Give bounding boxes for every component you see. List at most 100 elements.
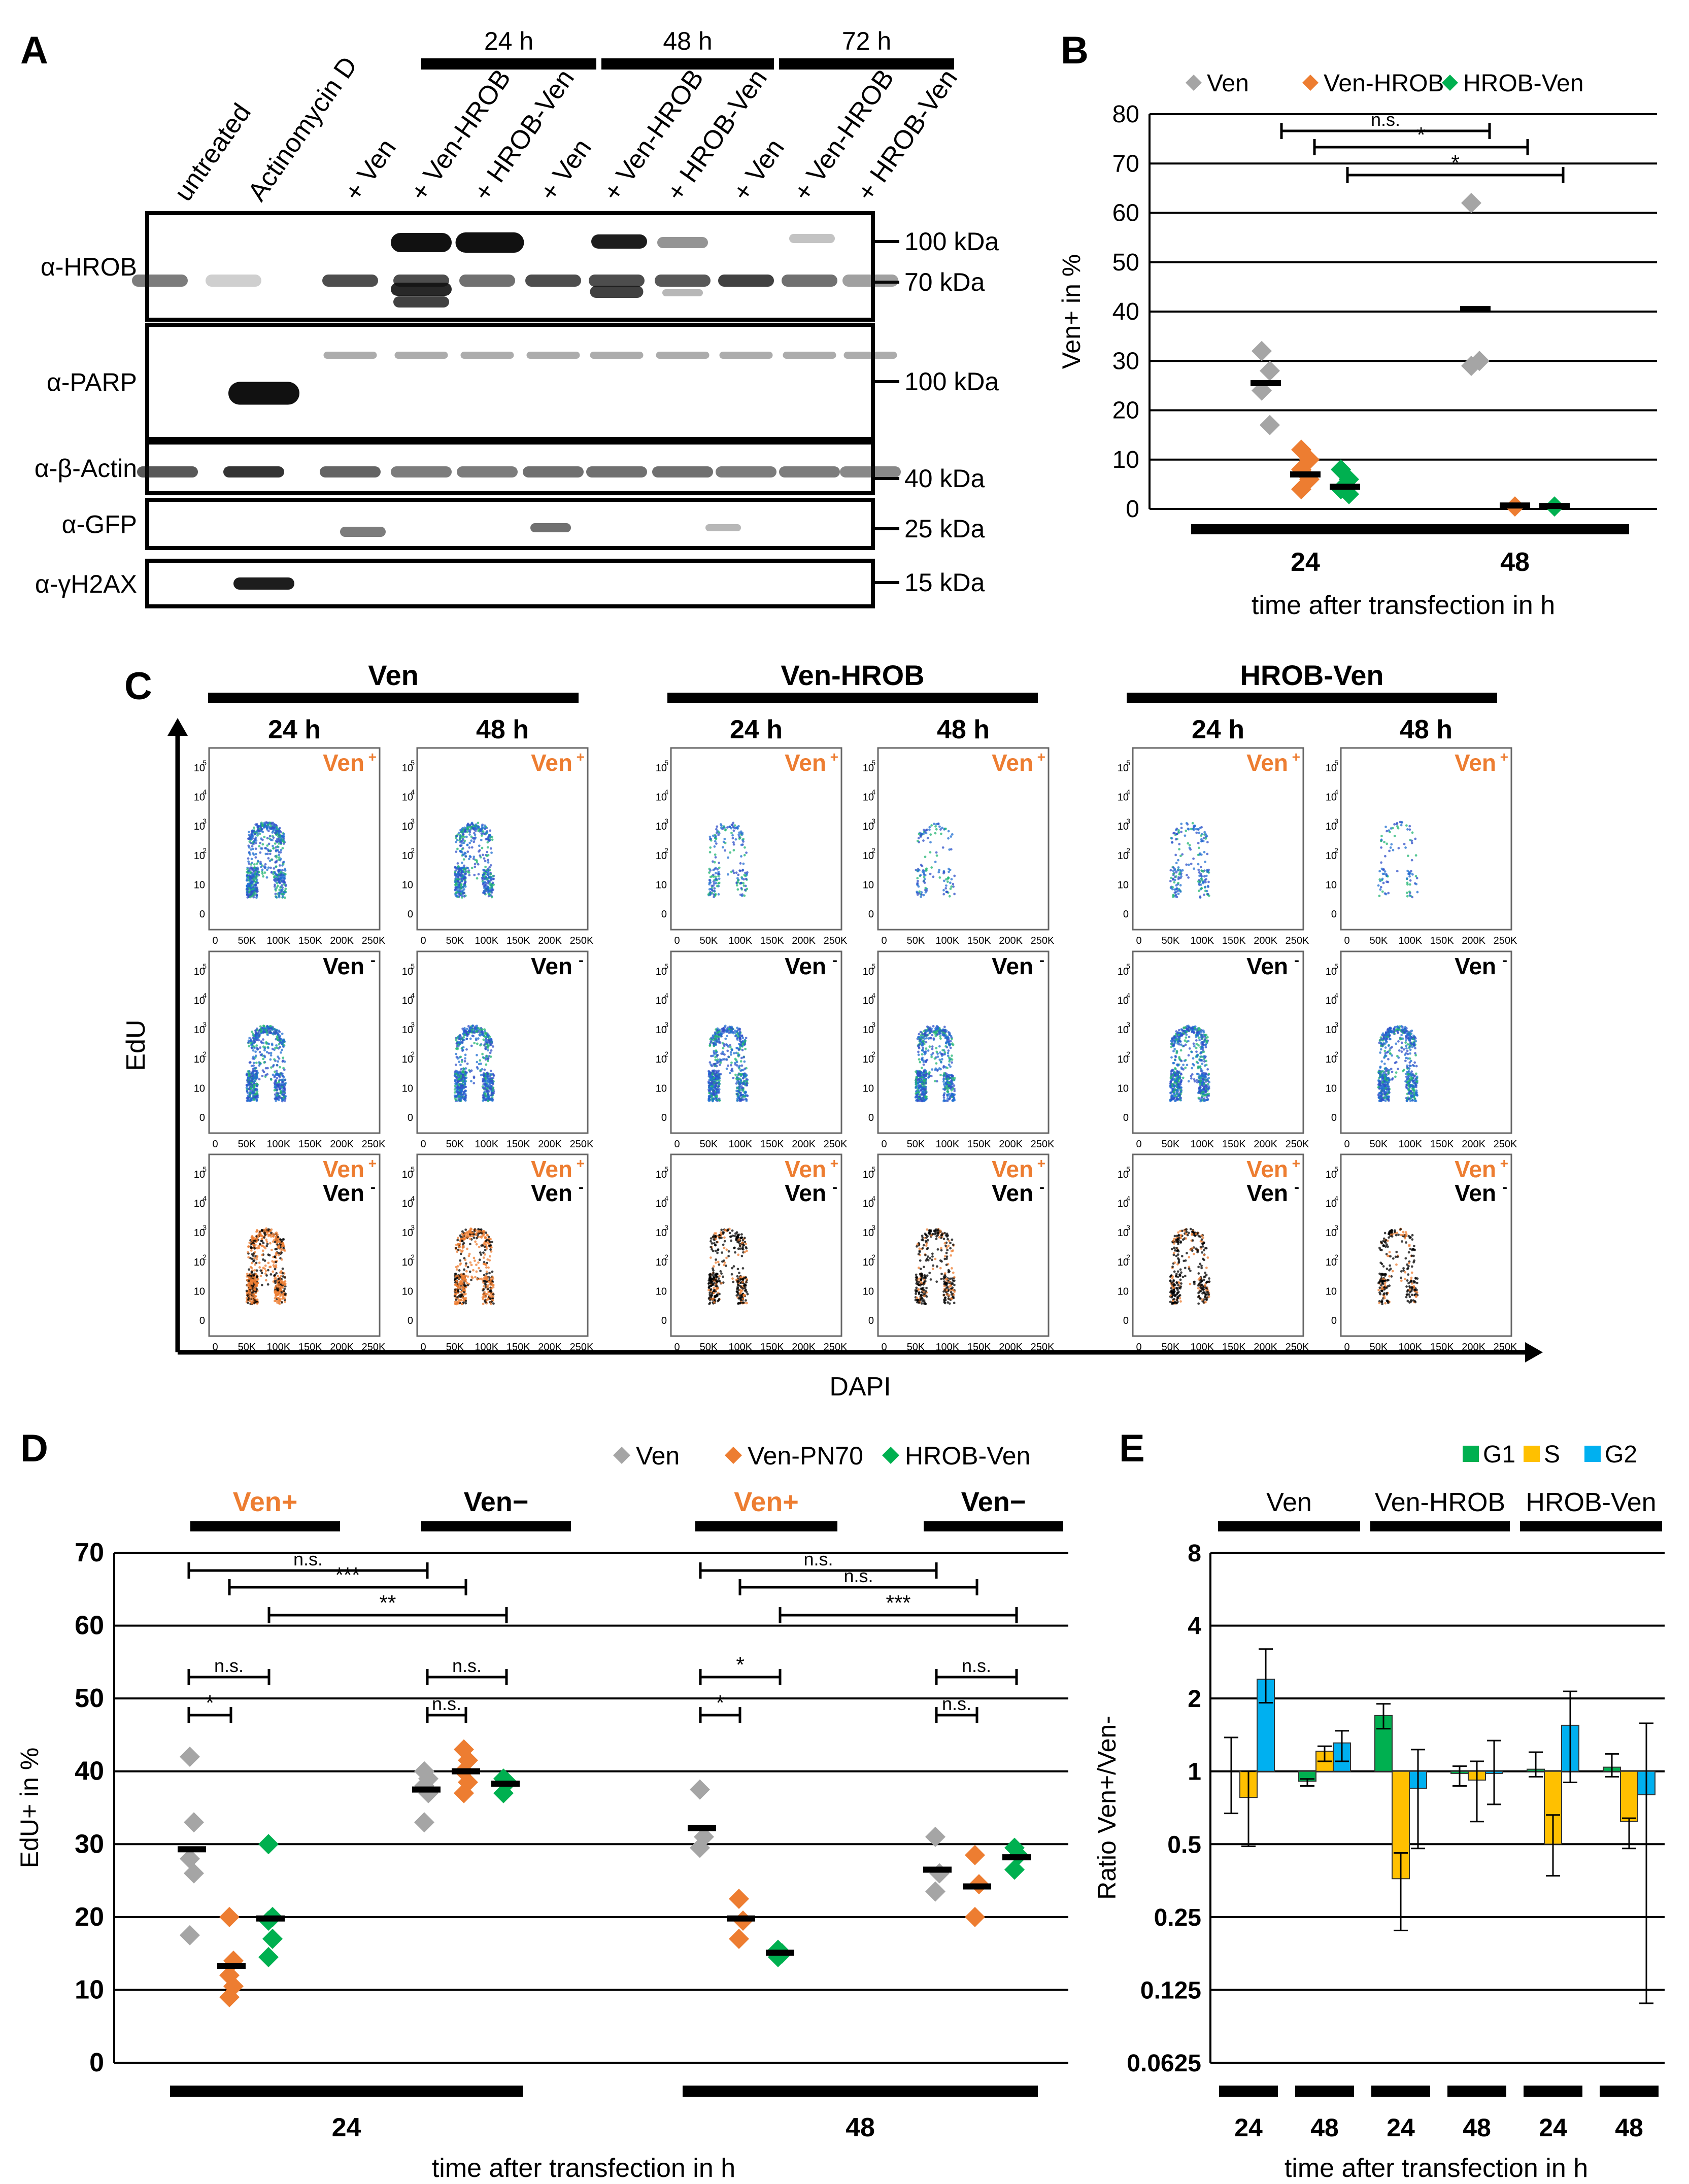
event-dot xyxy=(1173,878,1176,881)
event-dot xyxy=(278,856,281,859)
event-dot xyxy=(249,889,252,892)
event-dot xyxy=(930,1053,933,1056)
x-tick-label: 0 xyxy=(420,935,426,946)
event-dot xyxy=(253,833,256,836)
event-dot xyxy=(482,1038,485,1041)
event-dot xyxy=(463,1060,466,1063)
event-dot xyxy=(256,886,259,889)
event-dot xyxy=(484,1045,487,1048)
event-dot xyxy=(254,856,257,859)
event-dot xyxy=(254,1076,257,1079)
event-dot xyxy=(264,866,267,869)
band xyxy=(460,352,514,359)
event-dot xyxy=(458,849,461,852)
event-dot xyxy=(267,1046,269,1049)
event-dot xyxy=(464,1085,467,1088)
band xyxy=(137,466,198,477)
event-dot xyxy=(491,1045,494,1048)
event-dot xyxy=(454,1078,457,1081)
event-dot xyxy=(933,823,935,826)
event-dot xyxy=(476,1030,479,1033)
event-dot xyxy=(488,1084,490,1087)
event-dot xyxy=(921,1044,924,1047)
event-dot xyxy=(732,849,735,851)
plot-frame xyxy=(877,747,1050,931)
event-dot xyxy=(477,873,480,876)
event-dot xyxy=(464,1094,467,1097)
event-dot xyxy=(924,874,927,876)
event-dot xyxy=(712,1042,715,1045)
event-dot xyxy=(1175,862,1178,865)
event-dot xyxy=(483,1092,486,1095)
event-dot xyxy=(1397,827,1400,830)
event-dot xyxy=(1192,1057,1195,1060)
event-dot xyxy=(1181,869,1184,872)
y-tick-exponent: 4 xyxy=(411,992,415,1000)
event-dot xyxy=(278,873,281,876)
event-dot xyxy=(255,1099,258,1102)
event-dot xyxy=(261,870,263,873)
event-dot xyxy=(1207,894,1210,897)
gate-label-neg: Ven xyxy=(1246,953,1288,979)
event-dot xyxy=(283,896,286,899)
event-dot xyxy=(1202,837,1205,840)
y-tick-label: 60 xyxy=(1112,200,1139,227)
event-dot xyxy=(917,1053,920,1056)
event-dot xyxy=(732,871,735,874)
y-tick-label: 10 xyxy=(402,792,413,803)
event-dot xyxy=(484,860,487,863)
event-dot xyxy=(256,1088,258,1091)
gate-sup: + xyxy=(1500,749,1508,765)
event-dot xyxy=(257,874,260,877)
event-dot xyxy=(491,1079,494,1082)
event-dot xyxy=(714,834,717,837)
event-dot xyxy=(283,874,286,877)
event-dot xyxy=(935,828,938,831)
event-dot xyxy=(249,1061,252,1064)
event-dot xyxy=(915,1096,918,1099)
event-dot xyxy=(283,877,286,880)
event-dot xyxy=(1197,868,1200,871)
event-dot xyxy=(264,852,267,856)
event-dot xyxy=(249,1083,252,1086)
event-dot xyxy=(487,1046,489,1049)
event-dot xyxy=(275,1080,278,1082)
event-dot xyxy=(741,1077,745,1080)
event-dot xyxy=(279,886,282,889)
legend-marker xyxy=(1302,75,1319,91)
event-dot xyxy=(730,1048,733,1051)
event-dot xyxy=(252,1042,255,1045)
event-dot xyxy=(470,835,473,838)
marker-label: 100 kDa xyxy=(904,227,999,256)
event-dot xyxy=(741,1082,744,1085)
event-dot xyxy=(266,852,269,856)
event-dot xyxy=(1185,822,1188,825)
gate-label-neg: Ven xyxy=(531,953,572,979)
event-dot xyxy=(934,1035,937,1038)
event-dot xyxy=(459,1064,462,1066)
event-dot xyxy=(469,824,471,827)
event-dot xyxy=(252,1049,255,1052)
event-dot xyxy=(492,1086,495,1089)
event-dot xyxy=(255,1039,258,1042)
event-dot xyxy=(248,891,251,894)
y-axis-label: Ven+ in % xyxy=(1057,254,1086,369)
event-dot xyxy=(247,1099,249,1102)
event-dot xyxy=(942,1093,945,1096)
band xyxy=(228,382,299,405)
event-dot xyxy=(282,835,285,838)
event-dot xyxy=(277,880,280,883)
event-dot xyxy=(948,848,951,851)
event-dot xyxy=(951,1061,953,1064)
event-dot xyxy=(464,1053,467,1056)
event-dot xyxy=(922,1096,925,1099)
event-dot xyxy=(456,1085,459,1088)
event-dot xyxy=(1177,1029,1180,1032)
y-tick-exponent: 2 xyxy=(871,846,875,855)
plot-frame xyxy=(1132,747,1304,931)
event-dot xyxy=(251,834,254,837)
event-dot xyxy=(944,1082,948,1085)
event-dot xyxy=(710,839,713,842)
event-dot xyxy=(459,837,462,840)
